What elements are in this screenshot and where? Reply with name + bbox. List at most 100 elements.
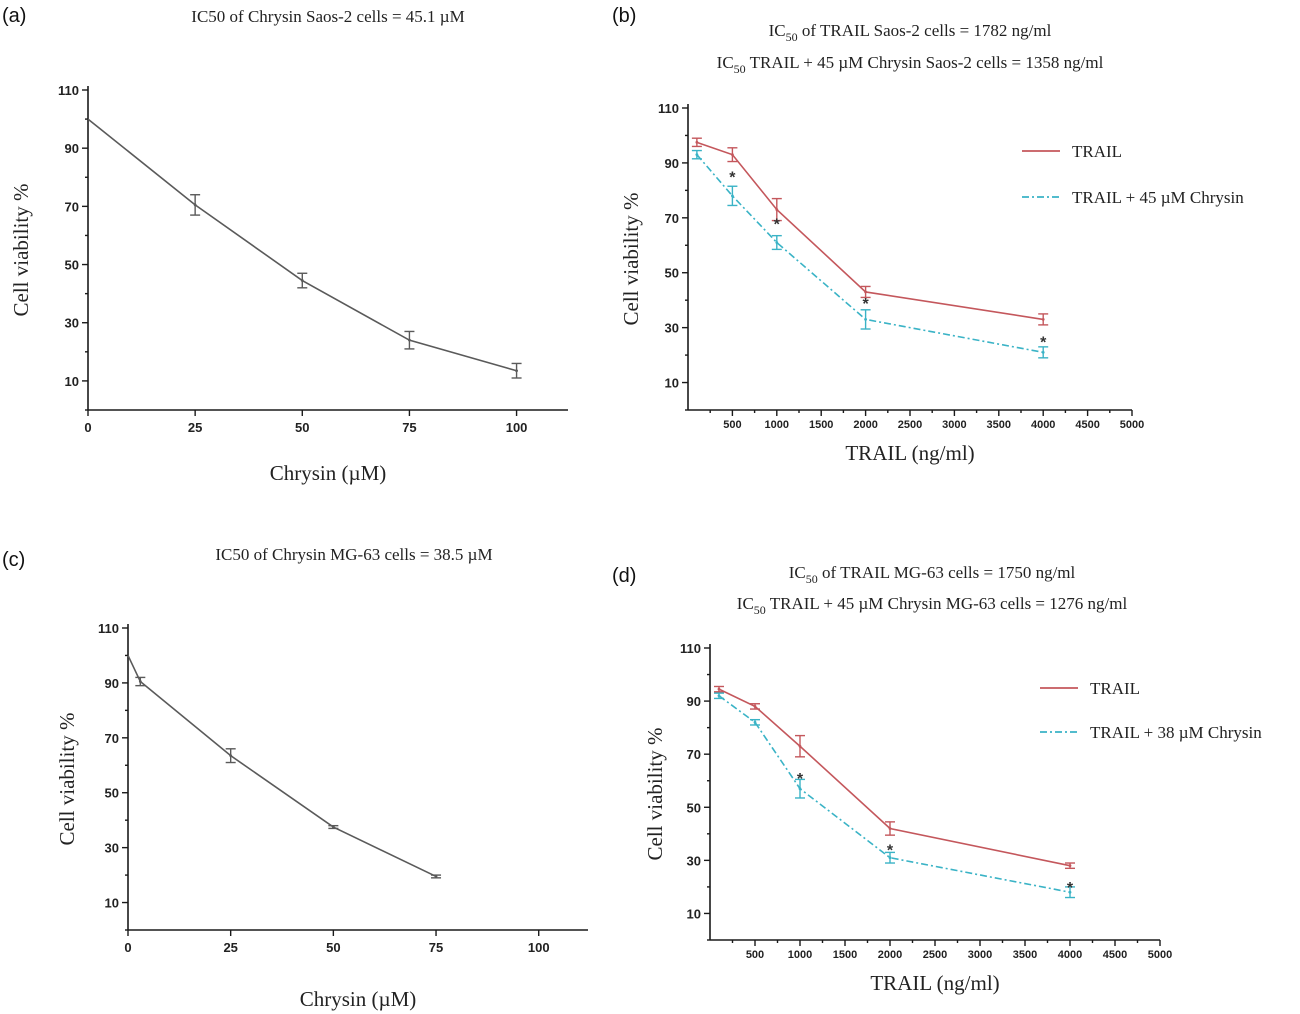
chart-d-x-axis-title: TRAIL (ng/ml) bbox=[870, 971, 999, 995]
chart-b-x-tick-label: 500 bbox=[723, 419, 741, 431]
chart-b-y-tick-label: 110 bbox=[658, 101, 679, 116]
chart-b-data-point bbox=[775, 208, 779, 211]
chart-d-x-tick-label: 1000 bbox=[788, 949, 812, 961]
chart-c-data-point bbox=[138, 680, 142, 683]
chart-c-x-tick-label: 100 bbox=[528, 940, 550, 955]
chart-a-series-line-0 bbox=[87, 118, 517, 372]
chart-b-data-point bbox=[775, 241, 779, 244]
chart-d-title-sub: 50 bbox=[806, 572, 818, 586]
chart-a-title: IC50 of Chrysin Saos-2 cells = 45.1 µM bbox=[191, 7, 464, 26]
chart-b-y-tick-label: 70 bbox=[665, 211, 679, 226]
chart-d-y-tick-label: 70 bbox=[687, 747, 701, 762]
chart-b-subtitle-rest: TRAIL + 45 µM Chrysin Saos-2 cells = 135… bbox=[746, 53, 1104, 72]
chart-d-series-line-0 bbox=[718, 688, 1071, 867]
chart-d-x-tick-label: 4000 bbox=[1058, 949, 1082, 961]
chart-b-subtitle: IC50 TRAIL + 45 µM Chrysin Saos-2 cells … bbox=[717, 53, 1104, 76]
chart-a-x-tick-label: 50 bbox=[295, 420, 309, 435]
chart-d-x-tick-label: 5000 bbox=[1148, 949, 1172, 961]
chart-b-subtitle-sub: 50 bbox=[734, 62, 746, 76]
chart-b-title: IC50 of TRAIL Saos-2 cells = 1782 ng/ml bbox=[769, 21, 1052, 44]
chart-a-x-tick-label: 0 bbox=[84, 420, 91, 435]
chart-b-y-tick-label: 90 bbox=[665, 156, 679, 171]
panel-label-a: (a) bbox=[2, 5, 26, 27]
chart-b-significance-star: * bbox=[729, 170, 736, 187]
chart-b-x-tick-label: 3500 bbox=[987, 419, 1011, 431]
chart-b-significance-star: * bbox=[774, 216, 781, 233]
chart-b-significance-star: * bbox=[1040, 334, 1047, 351]
panel-label-d: (d) bbox=[612, 565, 636, 587]
chart-b-data-point bbox=[731, 194, 734, 198]
chart-d-x-tick-label: 3000 bbox=[968, 949, 992, 961]
chart-b-data-point bbox=[1041, 350, 1045, 354]
chart-b-subtitle-ic: IC bbox=[717, 53, 734, 72]
chart-b-x-tick-label: 3000 bbox=[942, 419, 966, 431]
chart-b-data-point bbox=[1041, 318, 1045, 321]
chart-d-data-point bbox=[888, 856, 892, 860]
chart-b-x-tick-label: 5000 bbox=[1120, 419, 1144, 431]
panel-label-b: (b) bbox=[612, 5, 636, 27]
chart-b-title-sub: 50 bbox=[786, 30, 798, 44]
chart-d-legend-label-0: TRAIL bbox=[1090, 679, 1140, 698]
chart-b-y-tick-label: 50 bbox=[665, 266, 679, 281]
chart-b-legend-label-1: TRAIL + 45 µM Chrysin bbox=[1072, 188, 1244, 207]
chart-d-x-tick-label: 2000 bbox=[878, 949, 902, 961]
chart-d-x-tick-label: 3500 bbox=[1013, 949, 1037, 961]
chart-a-data-point bbox=[193, 203, 197, 207]
chart-b-x-tick-label: 1000 bbox=[765, 419, 789, 431]
chart-b-x-tick-label: 2500 bbox=[898, 419, 922, 431]
chart-c: 10 30 50 70 90 110 0 25 50 75 100 Chrysin (µM) Cell … bbox=[55, 621, 588, 1011]
chart-d-data-point bbox=[717, 687, 721, 691]
chart-d-y-tick-label: 90 bbox=[687, 694, 701, 709]
chart-d-x-tick-label: 2500 bbox=[923, 949, 947, 961]
chart-a-x-tick-label: 100 bbox=[506, 420, 528, 435]
chart-d-y-axis-title: Cell viability % bbox=[643, 728, 667, 861]
chart-b-title-rest: of TRAIL Saos-2 cells = 1782 ng/ml bbox=[798, 21, 1052, 40]
chart-a-x-tick-label: 75 bbox=[402, 420, 416, 435]
chart-b-data-point bbox=[864, 290, 867, 294]
chart-d-y-tick-label: 50 bbox=[687, 800, 701, 815]
chart-c-data-point bbox=[331, 825, 335, 829]
chart-d-title-rest: of TRAIL MG-63 cells = 1750 ng/ml bbox=[818, 563, 1076, 582]
chart-a-y-axis-title: Cell viability % bbox=[9, 184, 33, 317]
chart-d-data-point bbox=[1068, 890, 1072, 894]
chart-d-subtitle: IC50 TRAIL + 45 µM Chrysin MG-63 cells =… bbox=[737, 594, 1128, 617]
chart-c-data-point bbox=[434, 875, 438, 878]
chart-d-data-point bbox=[798, 787, 802, 791]
chart-d-legend-label-1: TRAIL + 38 µM Chrysin bbox=[1090, 723, 1262, 742]
chart-b-x-tick-label: 2000 bbox=[853, 419, 877, 431]
chart-d-title-ic: IC bbox=[789, 563, 806, 582]
chart-b-y-axis-title: Cell viability % bbox=[619, 193, 643, 326]
chart-c-x-tick-label: 25 bbox=[223, 940, 237, 955]
chart-b-data-point bbox=[731, 153, 734, 157]
chart-c-x-tick-label: 0 bbox=[124, 940, 131, 955]
chart-a-y-tick-label: 90 bbox=[65, 141, 79, 156]
chart-d-x-tick-label: 4500 bbox=[1103, 949, 1127, 961]
chart-c-x-axis-title: Chrysin (µM) bbox=[300, 987, 417, 1011]
chart-c-y-tick-label: 50 bbox=[105, 786, 119, 801]
chart-d-data-point bbox=[753, 705, 757, 708]
chart-d-y-tick-label: 10 bbox=[687, 906, 701, 921]
chart-b-series-line-1 bbox=[696, 154, 1044, 354]
chart-c-y-tick-label: 10 bbox=[105, 896, 119, 911]
chart-c-y-tick-label: 90 bbox=[105, 676, 119, 691]
chart-a: 10 30 50 70 90 110 0 25 50 75 100 Chrysin (µM) Cell … bbox=[9, 83, 568, 485]
chart-d-data-point bbox=[717, 694, 721, 698]
chart-b-x-axis-title: TRAIL (ng/ml) bbox=[845, 441, 974, 465]
chart-a-y-tick-label: 30 bbox=[65, 316, 79, 331]
chart-d-y-tick-label: 110 bbox=[680, 641, 701, 656]
chart-d: 10 30 50 70 90 110 500 1000 1500 2000 2500 3000 3500… bbox=[643, 641, 1262, 995]
chart-b-y-tick-label: 30 bbox=[665, 321, 679, 336]
chart-c-x-tick-label: 75 bbox=[429, 940, 443, 955]
chart-a-x-tick-label: 25 bbox=[188, 420, 202, 435]
chart-c-x-tick-label: 50 bbox=[326, 940, 340, 955]
chart-c-y-axis-title: Cell viability % bbox=[55, 713, 79, 846]
chart-a-y-tick-label: 50 bbox=[65, 258, 79, 273]
chart-b-data-point bbox=[695, 153, 699, 157]
chart-a-data-point bbox=[300, 279, 304, 282]
chart-b-x-tick-label: 1500 bbox=[809, 419, 833, 431]
chart-b-series-line-0 bbox=[696, 141, 1044, 321]
chart-b: 10 30 50 70 90 110 500 1000 1500 2000 2500 3000 3500… bbox=[619, 101, 1244, 465]
chart-c-y-tick-label: 30 bbox=[105, 841, 119, 856]
chart-d-subtitle-sub: 50 bbox=[754, 603, 766, 617]
chart-d-data-point bbox=[798, 744, 802, 748]
